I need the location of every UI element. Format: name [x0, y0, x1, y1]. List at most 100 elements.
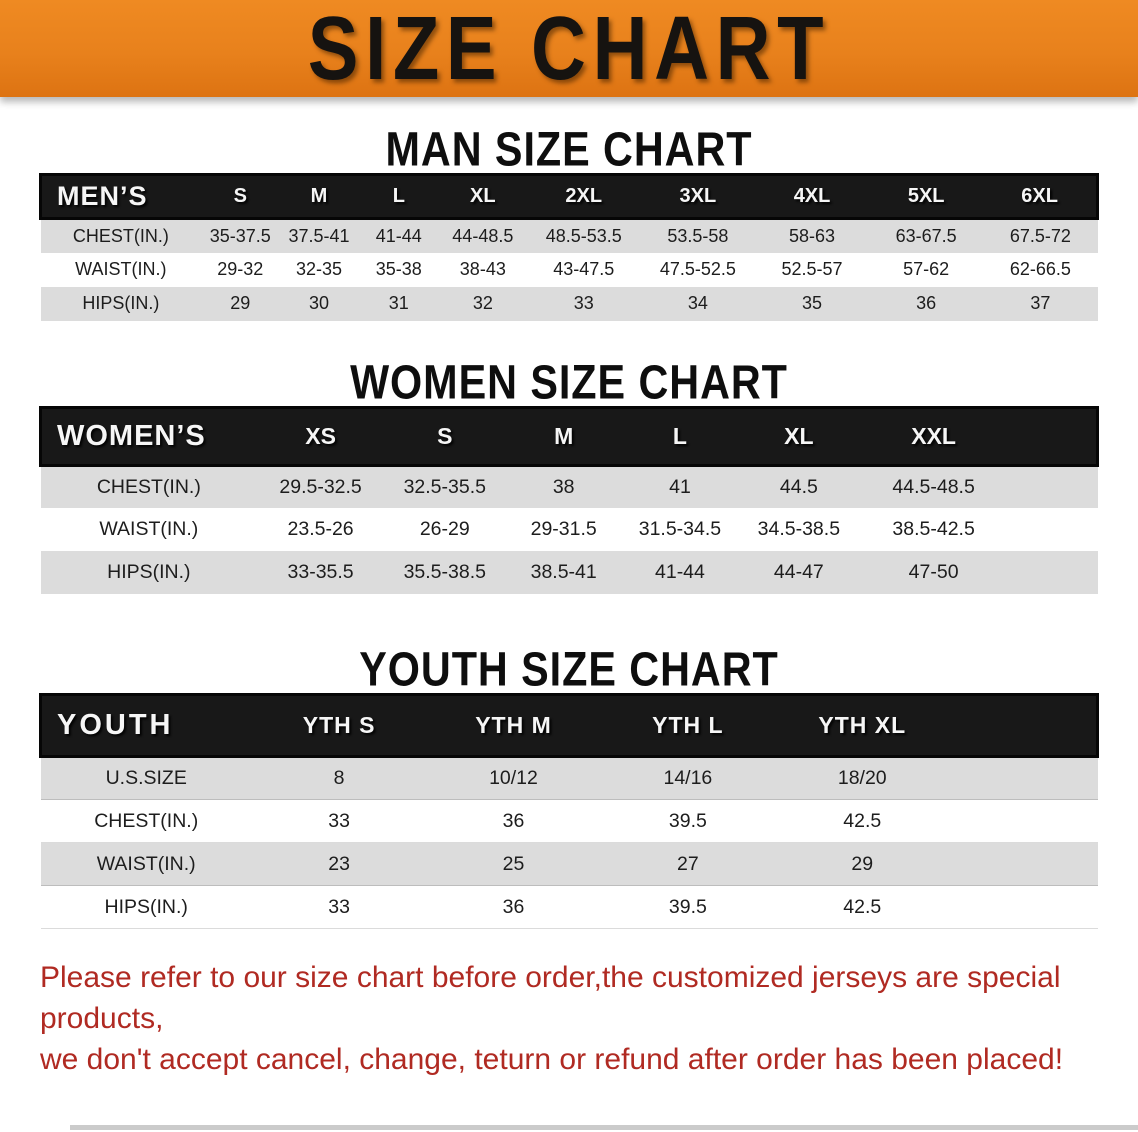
men-table-title: MEN’S: [39, 173, 202, 220]
table-row-hips: HIPS(IN.) 33 36 39.5 42.5: [40, 885, 1098, 929]
column-header-s: S: [384, 405, 506, 467]
row-label-chest: CHEST(IN.): [40, 218, 202, 253]
cell: 38: [505, 465, 622, 508]
cell: 8: [251, 756, 427, 800]
cell: 32.5-35.5: [384, 465, 506, 508]
column-header-3xl: 3XL: [640, 173, 755, 220]
spacer-cell: [1007, 465, 1098, 508]
row-label-hips: HIPS(IN.): [40, 885, 252, 929]
cell: 36: [426, 885, 601, 929]
column-header-yth-xl: YTH XL: [775, 693, 950, 758]
cell: 39.5: [600, 885, 776, 929]
row-label-hips: HIPS(IN.): [40, 286, 202, 321]
section-women: WOMEN SIZE CHART WOMEN’S XS S M L XL XXL: [0, 355, 1138, 594]
cell: 25: [426, 842, 601, 886]
table-row-chest: CHEST(IN.) 29.5-32.5 32.5-35.5 38 41 44.…: [40, 465, 1098, 508]
row-label-chest: CHEST(IN.): [40, 799, 252, 843]
cell: 52.5-57: [754, 252, 870, 287]
row-label-waist: WAIST(IN.): [40, 842, 252, 886]
women-table-title: WOMEN’S: [39, 405, 258, 467]
cell: 57-62: [869, 252, 984, 287]
cell: 14/16: [600, 756, 776, 800]
spacer-cell: [949, 885, 1098, 929]
cell: 32-35: [279, 252, 359, 287]
youth-size-table: YOUTH YTH S YTH M YTH L YTH XL U.S.SIZE …: [38, 693, 1100, 929]
youth-table-title: YOUTH: [38, 693, 252, 758]
cell: 27: [600, 842, 776, 886]
cell: 29-31.5: [505, 508, 622, 551]
section-youth: YOUTH SIZE CHART YOUTH YTH S YTH M YTH L…: [0, 644, 1138, 929]
column-header-5xl: 5XL: [869, 173, 984, 220]
cell: 31: [358, 286, 439, 321]
cell: 36: [869, 286, 984, 321]
row-label-hips: HIPS(IN.): [40, 551, 258, 594]
table-row-chest: CHEST(IN.) 35-37.5 37.5-41 41-44 44-48.5…: [40, 218, 1098, 253]
column-header-yth-s: YTH S: [251, 693, 427, 758]
cell: 35: [754, 286, 870, 321]
cell: 47-50: [859, 551, 1008, 594]
disclaimer-text: Please refer to our size chart before or…: [40, 957, 1118, 1080]
cell: 35-37.5: [201, 218, 280, 253]
women-section-heading: WOMEN SIZE CHART: [350, 355, 788, 409]
table-row-us-size: U.S.SIZE 8 10/12 14/16 18/20: [40, 756, 1098, 800]
cell: 58-63: [754, 218, 870, 253]
disclaimer-line-1: Please refer to our size chart before or…: [40, 961, 1061, 1035]
cell: 18/20: [775, 756, 950, 800]
banner-title: SIZE CHART: [307, 0, 831, 98]
cell: 67.5-72: [983, 218, 1098, 253]
cell: 38.5-42.5: [859, 508, 1008, 551]
cell: 41-44: [358, 218, 439, 253]
table-row-waist: WAIST(IN.) 23 25 27 29: [40, 842, 1098, 886]
youth-table-header: YOUTH YTH S YTH M YTH L YTH XL: [38, 693, 1100, 758]
men-table-header: MEN’S S M L XL 2XL 3XL 4XL 5XL 6XL: [39, 173, 1100, 220]
disclaimer-line-2: we don't accept cancel, change, teturn o…: [40, 1043, 1064, 1076]
column-header-xxl: XXL: [859, 405, 1008, 467]
cell: 44.5: [738, 465, 860, 508]
row-label-us-size: U.S.SIZE: [40, 756, 252, 800]
men-size-table: MEN’S S M L XL 2XL 3XL 4XL 5XL 6XL CHEST…: [39, 173, 1100, 321]
spacer-cell: [949, 756, 1098, 800]
cell: 33: [526, 286, 641, 321]
row-label-chest: CHEST(IN.): [40, 465, 258, 508]
spacer-cell: [1007, 508, 1098, 551]
column-header-m: M: [279, 173, 359, 220]
cell: 44-48.5: [438, 218, 527, 253]
cell: 41-44: [621, 551, 739, 594]
banner: SIZE CHART: [0, 0, 1138, 98]
column-header-s: S: [201, 173, 280, 220]
spacer-cell: [1007, 405, 1099, 467]
cell: 38-43: [438, 252, 527, 287]
cell: 32: [438, 286, 527, 321]
column-header-xl: XL: [738, 405, 860, 467]
cell: 42.5: [775, 799, 950, 843]
column-header-yth-m: YTH M: [426, 693, 601, 758]
column-header-l: L: [358, 173, 439, 220]
women-size-table: WOMEN’S XS S M L XL XXL CHEST(IN.) 29.5-…: [39, 405, 1099, 594]
cell: 23.5-26: [257, 508, 384, 551]
table-row-hips: HIPS(IN.) 29 30 31 32 33 34 35 36 37: [40, 286, 1098, 321]
spacer-cell: [949, 799, 1098, 843]
header-row: WOMEN’S XS S M L XL XXL: [39, 405, 1099, 467]
cell: 31.5-34.5: [621, 508, 739, 551]
bottom-divider: [70, 1125, 1138, 1130]
cell: 39.5: [600, 799, 776, 843]
column-header-6xl: 6XL: [983, 173, 1100, 220]
cell: 35.5-38.5: [384, 551, 506, 594]
cell: 41: [621, 465, 739, 508]
women-table-header: WOMEN’S XS S M L XL XXL: [39, 405, 1099, 467]
cell: 33-35.5: [257, 551, 384, 594]
cell: 29: [201, 286, 280, 321]
section-men: MAN SIZE CHART MEN’S S M L XL 2XL 3XL 4X…: [0, 122, 1138, 321]
cell: 36: [426, 799, 601, 843]
cell: 62-66.5: [983, 252, 1098, 287]
cell: 23: [251, 842, 427, 886]
cell: 33: [251, 799, 427, 843]
column-header-xl: XL: [438, 173, 527, 220]
men-section-heading: MAN SIZE CHART: [385, 122, 753, 177]
cell: 26-29: [384, 508, 506, 551]
cell: 48.5-53.5: [526, 218, 641, 253]
cell: 44-47: [738, 551, 860, 594]
table-row-waist: WAIST(IN.) 29-32 32-35 35-38 38-43 43-47…: [40, 252, 1098, 287]
cell: 34: [640, 286, 755, 321]
column-header-xs: XS: [257, 405, 384, 467]
